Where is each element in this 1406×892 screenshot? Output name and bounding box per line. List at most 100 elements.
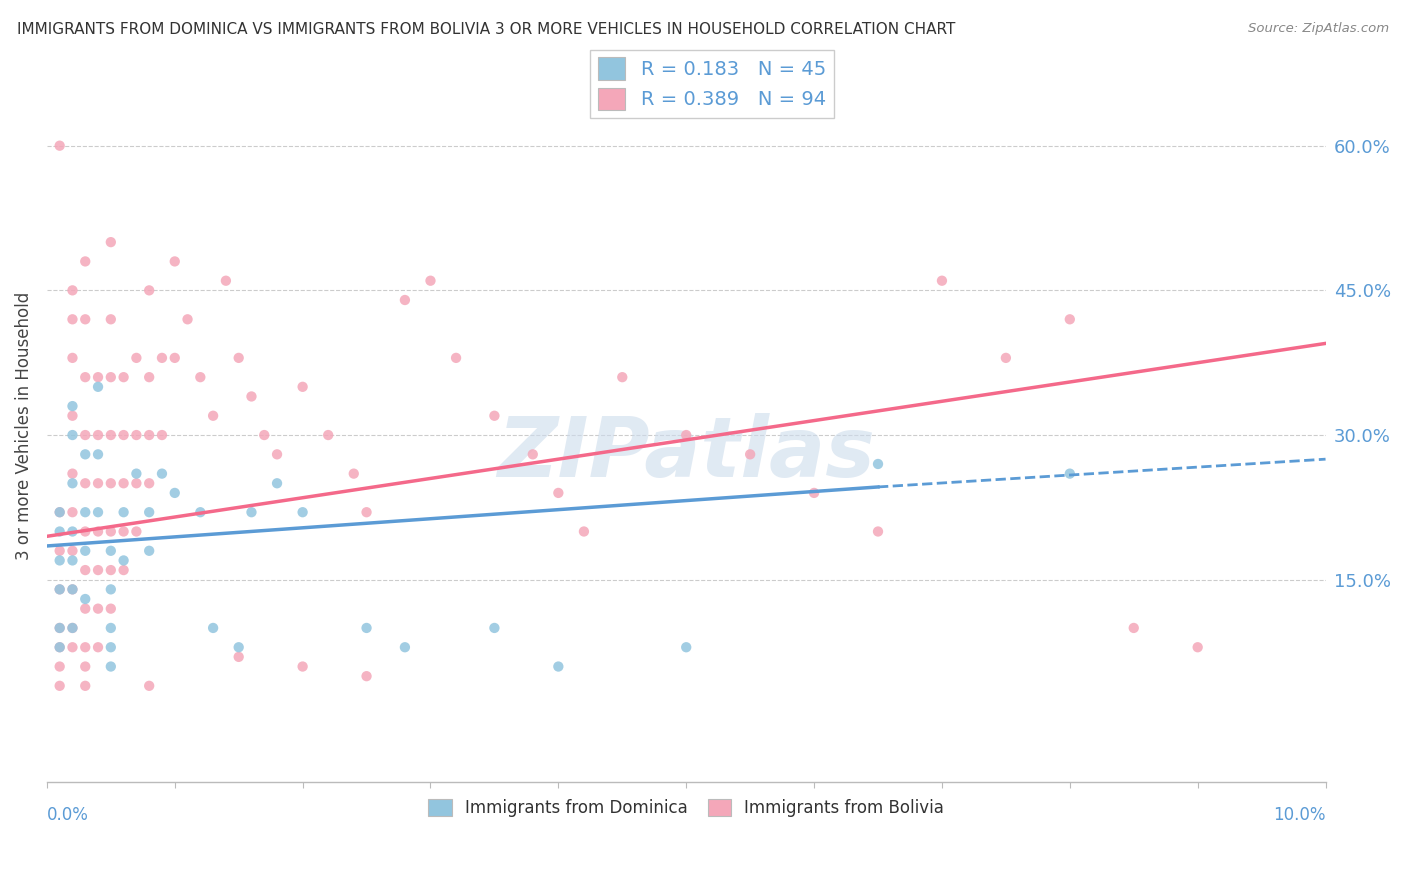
Point: [1187, 640, 1209, 655]
Point: [484, 409, 506, 423]
Point: [87, 380, 110, 394]
Point: [62, 543, 84, 558]
Point: [547, 486, 569, 500]
Point: [356, 505, 378, 519]
Point: [291, 659, 314, 673]
Point: [87, 447, 110, 461]
Point: [48, 553, 70, 567]
Point: [87, 524, 110, 539]
Point: [150, 467, 173, 481]
Point: [100, 582, 122, 597]
Point: [1059, 312, 1081, 326]
Point: [100, 543, 122, 558]
Point: [266, 476, 288, 491]
Point: [675, 428, 697, 442]
Point: [291, 380, 314, 394]
Point: [62, 476, 84, 491]
Point: [100, 428, 122, 442]
Point: [75, 659, 97, 673]
Point: [572, 524, 595, 539]
Point: [100, 370, 122, 384]
Point: [100, 659, 122, 673]
Point: [62, 409, 84, 423]
Point: [62, 621, 84, 635]
Point: [75, 524, 97, 539]
Point: [228, 649, 250, 664]
Point: [343, 467, 366, 481]
Point: [202, 621, 225, 635]
Point: [125, 476, 148, 491]
Point: [522, 447, 544, 461]
Point: [75, 370, 97, 384]
Point: [112, 505, 135, 519]
Point: [48, 640, 70, 655]
Point: [240, 505, 263, 519]
Point: [163, 351, 186, 365]
Point: [62, 582, 84, 597]
Point: [547, 659, 569, 673]
Point: [994, 351, 1017, 365]
Point: [228, 351, 250, 365]
Point: [163, 486, 186, 500]
Point: [444, 351, 467, 365]
Point: [202, 409, 225, 423]
Point: [75, 447, 97, 461]
Text: ZIPatlas: ZIPatlas: [498, 414, 875, 494]
Point: [931, 274, 953, 288]
Point: [100, 621, 122, 635]
Point: [87, 601, 110, 615]
Point: [48, 659, 70, 673]
Point: [138, 370, 160, 384]
Y-axis label: 3 or more Vehicles in Household: 3 or more Vehicles in Household: [15, 292, 32, 559]
Point: [866, 457, 889, 471]
Point: [419, 274, 441, 288]
Point: [75, 476, 97, 491]
Point: [48, 679, 70, 693]
Point: [356, 621, 378, 635]
Point: [125, 524, 148, 539]
Point: [316, 428, 339, 442]
Point: [100, 640, 122, 655]
Point: [188, 370, 211, 384]
Point: [150, 428, 173, 442]
Point: [253, 428, 276, 442]
Point: [62, 351, 84, 365]
Point: [675, 640, 697, 655]
Point: [75, 312, 97, 326]
Point: [87, 428, 110, 442]
Point: [138, 505, 160, 519]
Point: [138, 284, 160, 298]
Point: [215, 274, 238, 288]
Point: [48, 582, 70, 597]
Point: [62, 582, 84, 597]
Point: [138, 476, 160, 491]
Point: [75, 543, 97, 558]
Text: 0.0%: 0.0%: [46, 806, 89, 824]
Point: [112, 370, 135, 384]
Point: [266, 447, 288, 461]
Point: [112, 553, 135, 567]
Point: [75, 601, 97, 615]
Point: [48, 505, 70, 519]
Point: [75, 505, 97, 519]
Point: [740, 447, 762, 461]
Point: [803, 486, 825, 500]
Point: [125, 351, 148, 365]
Text: IMMIGRANTS FROM DOMINICA VS IMMIGRANTS FROM BOLIVIA 3 OR MORE VEHICLES IN HOUSEH: IMMIGRANTS FROM DOMINICA VS IMMIGRANTS F…: [17, 22, 955, 37]
Point: [100, 235, 122, 249]
Point: [48, 640, 70, 655]
Point: [1059, 467, 1081, 481]
Point: [100, 476, 122, 491]
Text: 10.0%: 10.0%: [1272, 806, 1326, 824]
Point: [112, 563, 135, 577]
Point: [188, 505, 211, 519]
Point: [112, 428, 135, 442]
Point: [87, 505, 110, 519]
Point: [138, 543, 160, 558]
Point: [100, 524, 122, 539]
Point: [394, 640, 416, 655]
Point: [100, 312, 122, 326]
Point: [125, 428, 148, 442]
Point: [138, 679, 160, 693]
Point: [866, 524, 889, 539]
